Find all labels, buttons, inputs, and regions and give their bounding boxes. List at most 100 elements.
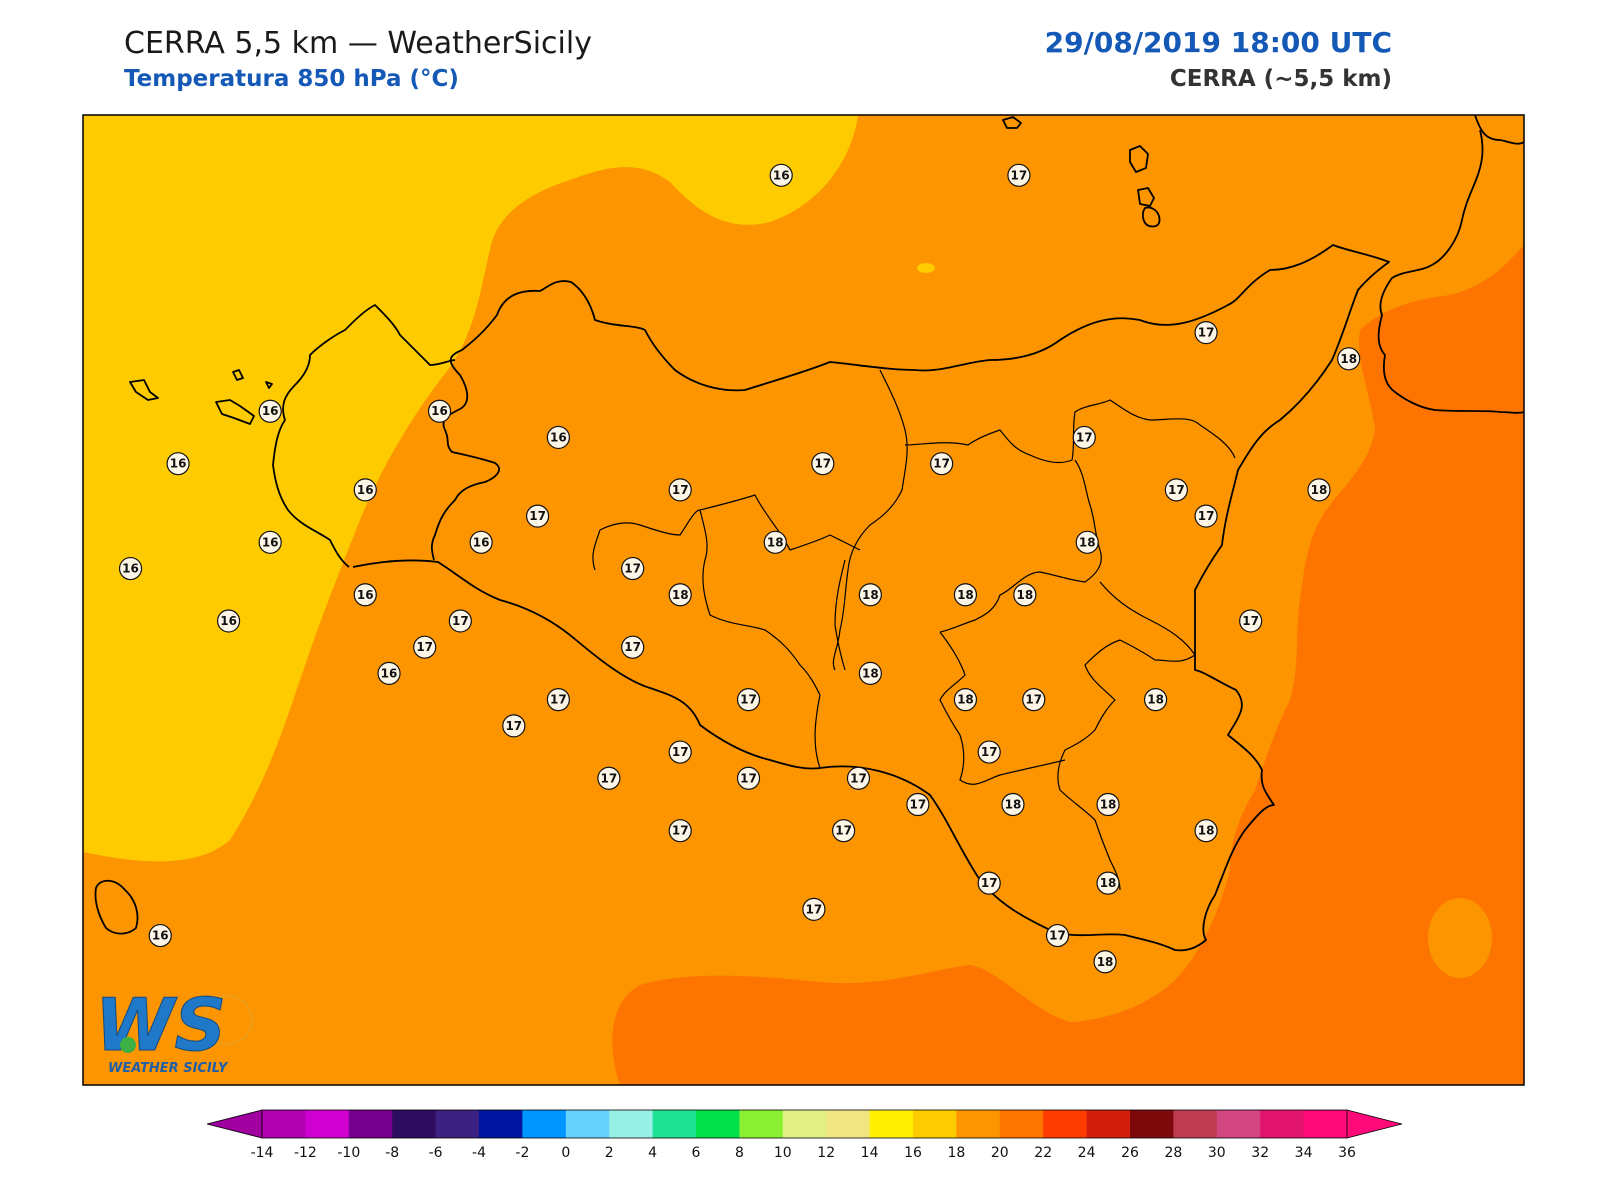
station-temp-label: 18 (672, 588, 689, 602)
station-value: 17 (668, 819, 692, 843)
field-18-20 (612, 245, 1524, 1085)
colorbar-swatch (1130, 1110, 1174, 1138)
colorbar-outline (261, 1109, 1348, 1139)
station-value: 18 (1096, 792, 1120, 817)
colorbar-swatch (1260, 1110, 1305, 1138)
colorbar-tick-label: -6 (429, 1145, 443, 1161)
station-marker (832, 819, 856, 843)
station-labels: 16 17 17 18 16 16 16 17 16 17 17 17 18 16 17 17 17 16 16 18… (118, 163, 1361, 974)
station-value: 17 (846, 766, 871, 790)
colorbar-swatch (913, 1110, 957, 1138)
station-temp-label: 17 (624, 640, 641, 654)
station-temp-label: 16 (170, 457, 187, 471)
pantelleria-island (94, 879, 139, 935)
station-marker (930, 452, 954, 476)
station-temp-label: 17 (850, 771, 867, 785)
colorbar-tick-label: 14 (861, 1145, 879, 1161)
station-marker (448, 609, 472, 633)
station-temp-label: 16 (550, 430, 567, 444)
logo-caption: WEATHER SICILY (108, 1061, 229, 1076)
station-temp-label: 17 (624, 562, 641, 576)
station-value: 17 (546, 688, 570, 712)
temperature-field (83, 115, 1524, 1085)
colorbar-tick-label: 30 (1208, 1145, 1226, 1161)
station-temp-label: 16 (220, 614, 237, 628)
station-value: 17 (1022, 688, 1046, 712)
station-value: 17 (930, 452, 954, 476)
station-value: 18 (953, 688, 978, 712)
colorbar-swatch (1043, 1110, 1088, 1138)
station-value: 17 (502, 714, 526, 738)
colorbar-tick-label: 22 (1034, 1145, 1052, 1161)
station-value: 17 (668, 478, 692, 502)
station-marker (597, 766, 621, 790)
colorbar-swatch (348, 1110, 393, 1138)
colorbar-swatch (522, 1110, 567, 1138)
colorbar-tick-label: -8 (385, 1145, 399, 1161)
station-temp-label: 17 (1168, 483, 1185, 497)
station-marker (621, 635, 645, 659)
station-marker (953, 583, 978, 607)
station-marker (258, 530, 282, 554)
station-temp-label: 16 (773, 168, 790, 182)
station-temp-label: 17 (1011, 168, 1028, 182)
station-temp-label: 17 (529, 509, 546, 523)
station-value: 16 (353, 478, 377, 502)
map-subtitle: Temperatura 850 hPa (°C) (124, 66, 459, 92)
colorbar-tick-label: 24 (1078, 1145, 1096, 1161)
station-temp-label: 17 (550, 693, 567, 707)
egadi-islands (129, 369, 273, 425)
station-temp-label: 16 (262, 404, 279, 418)
station-value: 17 (621, 556, 645, 581)
station-marker (1307, 478, 1331, 502)
colorbar-swatch (1303, 1110, 1348, 1138)
colorbar-tick-label: 28 (1164, 1145, 1182, 1161)
station-value: 16 (166, 452, 190, 476)
colorbar-tick-label: 32 (1251, 1145, 1269, 1161)
station-marker (502, 714, 526, 738)
colorbar-tick-label: -4 (472, 1145, 486, 1161)
colorbar-tick-label: 16 (904, 1145, 922, 1161)
station-temp-label: 16 (122, 562, 139, 576)
colorbar-swatch (262, 1110, 306, 1138)
station-temp-label: 18 (1147, 693, 1164, 707)
station-temp-label: 18 (1016, 588, 1033, 602)
colorbar-tick-label: 36 (1338, 1145, 1356, 1161)
station-temp-label: 16 (431, 404, 448, 418)
station-marker (1007, 163, 1031, 187)
station-marker (763, 530, 787, 554)
colorbar-swatch (609, 1110, 654, 1138)
colorbar-swatch (1086, 1110, 1131, 1138)
station-marker (377, 661, 401, 686)
station-value: 17 (621, 635, 645, 659)
station-marker (1075, 530, 1099, 554)
colorbar-swatch (999, 1110, 1044, 1138)
station-marker (469, 530, 493, 554)
station-marker (977, 871, 1001, 895)
station-temp-label: 18 (767, 535, 784, 549)
station-temp-label: 17 (505, 719, 522, 733)
colorbar-swatch (305, 1110, 350, 1138)
station-temp-label: 17 (672, 745, 689, 759)
station-temp-label: 17 (1025, 693, 1042, 707)
station-value: 17 (1194, 320, 1218, 345)
colorbar-tick-label: 4 (648, 1145, 657, 1161)
station-marker (1194, 504, 1218, 528)
station-marker (668, 583, 692, 607)
colorbar-swatch (392, 1110, 437, 1138)
station-value: 17 (1239, 609, 1263, 633)
station-marker (811, 452, 835, 476)
station-value: 18 (763, 530, 787, 554)
station-marker (736, 688, 761, 712)
map-frame (82, 114, 1525, 1086)
ws-logo: WS WEATHER SICILY (95, 983, 254, 1076)
station-marker (353, 478, 377, 502)
station-temp-label: 18 (1079, 535, 1096, 549)
station-marker (668, 819, 692, 843)
station-temp-label: 18 (1198, 824, 1215, 838)
station-marker (413, 635, 437, 659)
station-value: 18 (1307, 478, 1331, 502)
station-value: 18 (858, 661, 882, 686)
calabria-coast (1377, 114, 1525, 414)
map-datetime: 29/08/2019 18:00 UTC (1044, 26, 1392, 59)
